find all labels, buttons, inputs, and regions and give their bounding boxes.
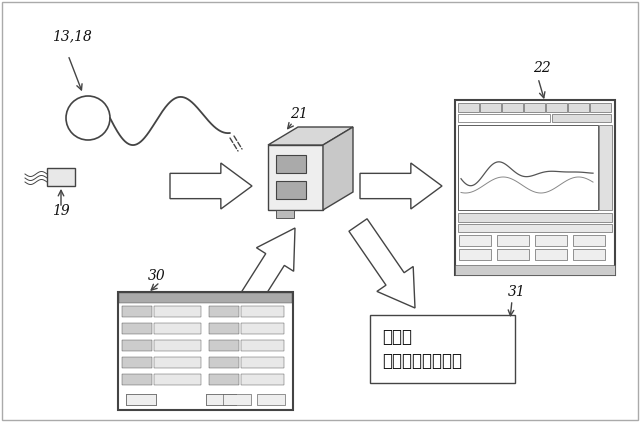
FancyBboxPatch shape [546, 103, 567, 112]
FancyBboxPatch shape [455, 100, 615, 275]
FancyBboxPatch shape [455, 265, 615, 275]
FancyBboxPatch shape [257, 394, 285, 405]
FancyBboxPatch shape [209, 357, 239, 368]
FancyBboxPatch shape [122, 323, 152, 334]
Polygon shape [228, 228, 295, 324]
FancyBboxPatch shape [47, 168, 75, 186]
FancyBboxPatch shape [573, 249, 605, 260]
FancyBboxPatch shape [599, 125, 612, 210]
FancyBboxPatch shape [497, 235, 529, 246]
FancyBboxPatch shape [241, 374, 284, 385]
FancyBboxPatch shape [276, 181, 306, 199]
FancyBboxPatch shape [552, 114, 611, 122]
FancyBboxPatch shape [241, 340, 284, 351]
FancyBboxPatch shape [209, 340, 239, 351]
FancyBboxPatch shape [118, 292, 293, 410]
FancyBboxPatch shape [458, 224, 612, 232]
Text: 19: 19 [52, 204, 70, 218]
FancyBboxPatch shape [370, 315, 515, 383]
FancyBboxPatch shape [276, 210, 294, 218]
Text: 30: 30 [148, 269, 166, 283]
FancyBboxPatch shape [458, 125, 598, 210]
FancyBboxPatch shape [497, 249, 529, 260]
FancyBboxPatch shape [154, 323, 201, 334]
FancyBboxPatch shape [480, 103, 501, 112]
FancyBboxPatch shape [154, 340, 201, 351]
FancyBboxPatch shape [154, 357, 201, 368]
FancyBboxPatch shape [122, 357, 152, 368]
Polygon shape [170, 163, 252, 209]
FancyBboxPatch shape [122, 340, 152, 351]
Polygon shape [360, 163, 442, 209]
FancyBboxPatch shape [154, 374, 201, 385]
FancyBboxPatch shape [223, 394, 251, 405]
FancyBboxPatch shape [535, 235, 567, 246]
FancyBboxPatch shape [209, 323, 239, 334]
FancyBboxPatch shape [535, 249, 567, 260]
FancyBboxPatch shape [209, 374, 239, 385]
FancyBboxPatch shape [241, 323, 284, 334]
Text: 21: 21 [290, 107, 308, 121]
FancyBboxPatch shape [206, 394, 236, 405]
FancyBboxPatch shape [126, 394, 156, 405]
Polygon shape [349, 219, 415, 308]
FancyBboxPatch shape [122, 306, 152, 317]
FancyBboxPatch shape [458, 213, 612, 222]
Text: ホーム: ホーム [382, 328, 412, 346]
Polygon shape [268, 145, 323, 210]
FancyBboxPatch shape [126, 394, 156, 405]
FancyBboxPatch shape [524, 103, 545, 112]
Text: 13,18: 13,18 [52, 29, 92, 43]
Text: 31: 31 [508, 285, 525, 299]
FancyBboxPatch shape [122, 374, 152, 385]
FancyBboxPatch shape [241, 357, 284, 368]
Polygon shape [268, 127, 353, 145]
Text: オートメーション: オートメーション [382, 352, 462, 370]
FancyBboxPatch shape [206, 394, 236, 405]
FancyBboxPatch shape [459, 235, 491, 246]
FancyBboxPatch shape [209, 306, 239, 317]
FancyBboxPatch shape [568, 103, 589, 112]
FancyBboxPatch shape [458, 103, 479, 112]
FancyBboxPatch shape [276, 155, 306, 173]
FancyBboxPatch shape [154, 306, 201, 317]
FancyBboxPatch shape [590, 103, 611, 112]
FancyBboxPatch shape [119, 293, 292, 303]
Text: 22: 22 [533, 61, 551, 75]
FancyBboxPatch shape [458, 114, 550, 122]
FancyBboxPatch shape [459, 249, 491, 260]
FancyBboxPatch shape [241, 306, 284, 317]
FancyBboxPatch shape [573, 235, 605, 246]
FancyBboxPatch shape [502, 103, 523, 112]
Polygon shape [323, 127, 353, 210]
